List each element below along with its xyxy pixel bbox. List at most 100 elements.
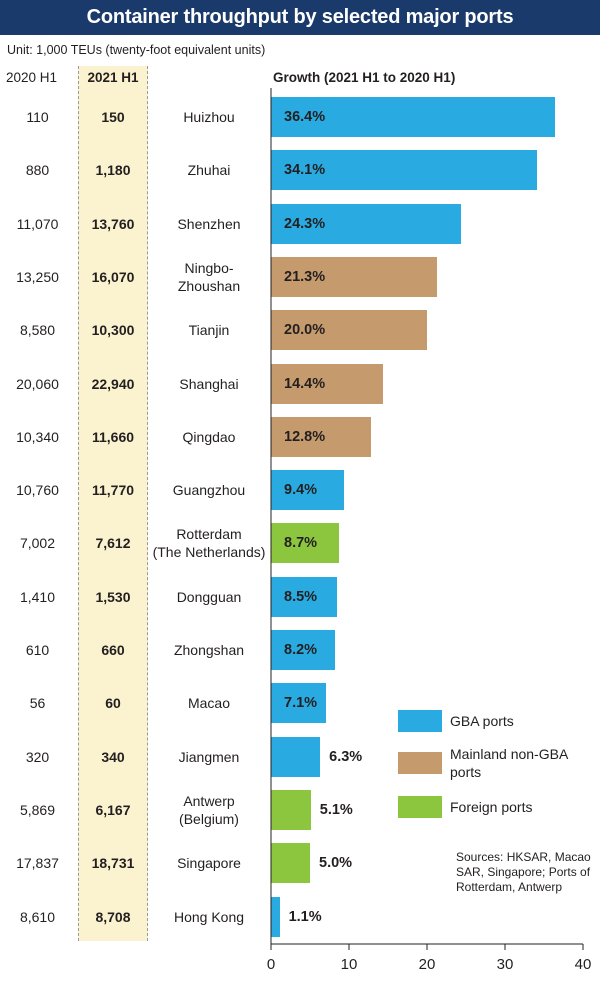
- bar-value-label: 12.8%: [284, 428, 326, 445]
- bar-value-label: 7.1%: [284, 695, 318, 712]
- bar-value-label: 34.1%: [284, 162, 326, 179]
- table-row: 10,340 11,660 Qingdao 12.8%: [0, 413, 600, 461]
- bar-value-label: 5.1%: [319, 801, 353, 818]
- value-2021: 1,180: [95, 162, 131, 179]
- bar-foreign: [271, 843, 310, 884]
- port-label: Qingdao: [182, 428, 236, 445]
- bar-value-label: 24.3%: [284, 215, 326, 232]
- value-2021: 6,167: [95, 801, 131, 818]
- x-tick-label: 0: [267, 956, 275, 973]
- port-label: Zhuhai: [187, 162, 231, 179]
- port-label: Tianjin: [188, 322, 230, 339]
- bar-value-label: 21.3%: [284, 268, 326, 285]
- table-row: 17,837 18,731 Singapore 5.0%: [0, 839, 600, 887]
- value-2021: 340: [101, 748, 125, 765]
- value-2020: 13,250: [16, 268, 59, 285]
- value-2021: 18,731: [91, 855, 135, 872]
- value-2020: 11,070: [16, 215, 59, 232]
- value-2021: 8,708: [95, 908, 131, 925]
- value-2020: 880: [25, 162, 50, 179]
- table-row: 10,760 11,770 Guangzhou 9.4%: [0, 466, 600, 514]
- value-2020: 20,060: [16, 375, 59, 392]
- growth-header: Growth (2021 H1 to 2020 H1): [273, 70, 456, 85]
- table-row: 320 340 Jiangmen 6.3%: [0, 733, 600, 781]
- sources-note: Sources: HKSAR, Macao SAR, Singapore; Po…: [456, 850, 591, 894]
- value-2021: 60: [105, 695, 121, 712]
- value-2020: 8,610: [19, 908, 56, 925]
- bar-value-label: 36.4%: [284, 109, 326, 125]
- bar-gba: [271, 97, 555, 137]
- column-header-2021: 2021 H1: [87, 70, 139, 85]
- table-row: 8,610 8,708 Hong Kong 1.1%: [0, 893, 600, 941]
- value-2020: 10,760: [16, 482, 59, 499]
- table-row: 8,580 10,300 Tianjin 20.0%: [0, 306, 600, 354]
- bar-value-label: 5.0%: [319, 855, 353, 872]
- unit-note: Unit: 1,000 TEUs (twenty-foot equivalent…: [7, 43, 266, 57]
- value-2020: 5,869: [19, 801, 56, 818]
- x-tick-label: 30: [497, 956, 514, 973]
- bar-gba: [271, 576, 338, 617]
- value-2021: 13,760: [91, 215, 135, 232]
- bar-value-label: 1.1%: [288, 908, 322, 925]
- value-2020: 610: [25, 642, 50, 658]
- legend-swatch-gba: [398, 710, 442, 732]
- bar-foreign: [271, 523, 339, 564]
- value-2021: 150: [101, 109, 125, 125]
- bar-value-label: 20.0%: [284, 322, 326, 339]
- legend-label-mainland: Mainland non-GBA ports: [450, 746, 568, 780]
- table-row: 610 660 Zhongshan 8.2%: [0, 626, 600, 674]
- bar-mainland: [271, 363, 384, 404]
- bar-value-label: 6.3%: [329, 748, 363, 765]
- x-tick-label: 10: [341, 956, 358, 973]
- port-label: Zhongshan: [173, 642, 245, 658]
- bar-value-label: 8.2%: [284, 642, 318, 658]
- table-row: 20,060 22,940 Shanghai 14.4%: [0, 360, 600, 408]
- value-2020: 110: [26, 109, 49, 125]
- port-label: Ningbo- Zhoushan: [177, 259, 241, 294]
- port-label: Guangzhou: [172, 482, 246, 499]
- port-label: Shanghai: [179, 375, 239, 392]
- bar-foreign: [271, 789, 311, 830]
- bar-gba: [271, 683, 327, 724]
- value-2021: 11,660: [91, 428, 135, 445]
- legend-swatch-foreign: [398, 796, 442, 818]
- table-row: 5,869 6,167 Antwerp (Belgium) 5.1%: [0, 786, 600, 834]
- value-2021: 10,300: [91, 322, 135, 339]
- legend-swatch-mainland: [398, 752, 442, 774]
- value-2020: 8,580: [19, 322, 56, 339]
- port-label: Singapore: [177, 855, 241, 872]
- x-tick-label: 40: [575, 956, 592, 973]
- bar-value-label: 14.4%: [284, 375, 326, 392]
- bar-value-label: 8.5%: [284, 588, 318, 605]
- port-label: Dongguan: [176, 588, 242, 605]
- x-tick-label: 20: [419, 956, 436, 973]
- port-label: Shenzhen: [177, 215, 241, 232]
- table-row: 7,002 7,612 Rotterdam (The Netherlands) 8.7…: [0, 519, 600, 567]
- table-row: 110 150 Huizhou 36.4%: [0, 93, 600, 141]
- table-row: 1,410 1,530 Dongguan 8.5%: [0, 573, 600, 621]
- table-row: 11,070 13,760 Shenzhen 24.3%: [0, 200, 600, 248]
- value-2020: 7,002: [19, 535, 56, 552]
- value-2021: 7,612: [95, 535, 131, 552]
- bar-gba: [271, 150, 537, 191]
- bar-mainland: [271, 310, 427, 351]
- value-2021: 1,530: [95, 588, 131, 605]
- bar-value-label: 8.7%: [284, 535, 318, 552]
- title-bar: [0, 0, 600, 35]
- legend-label-gba: GBA ports: [450, 713, 514, 729]
- value-2020: 1,410: [19, 588, 56, 605]
- value-2021: 22,940: [91, 375, 135, 392]
- value-2020: 56: [29, 695, 46, 712]
- table-row: 880 1,180 Zhuhai 34.1%: [0, 146, 600, 194]
- port-label: Macao: [187, 695, 231, 712]
- column-header-2020: 2020 H1: [6, 70, 58, 85]
- port-label: Jiangmen: [178, 748, 240, 765]
- bar-gba: [271, 630, 335, 670]
- port-label: Rotterdam (The Netherlands): [152, 526, 266, 561]
- table-row: 56 60 Macao 7.1%: [0, 679, 600, 727]
- value-2020: 320: [25, 748, 50, 765]
- value-2020: 10,340: [16, 428, 59, 445]
- bar-mainland: [271, 256, 438, 297]
- value-2021: 11,770: [91, 482, 135, 499]
- bar-gba: [271, 736, 321, 777]
